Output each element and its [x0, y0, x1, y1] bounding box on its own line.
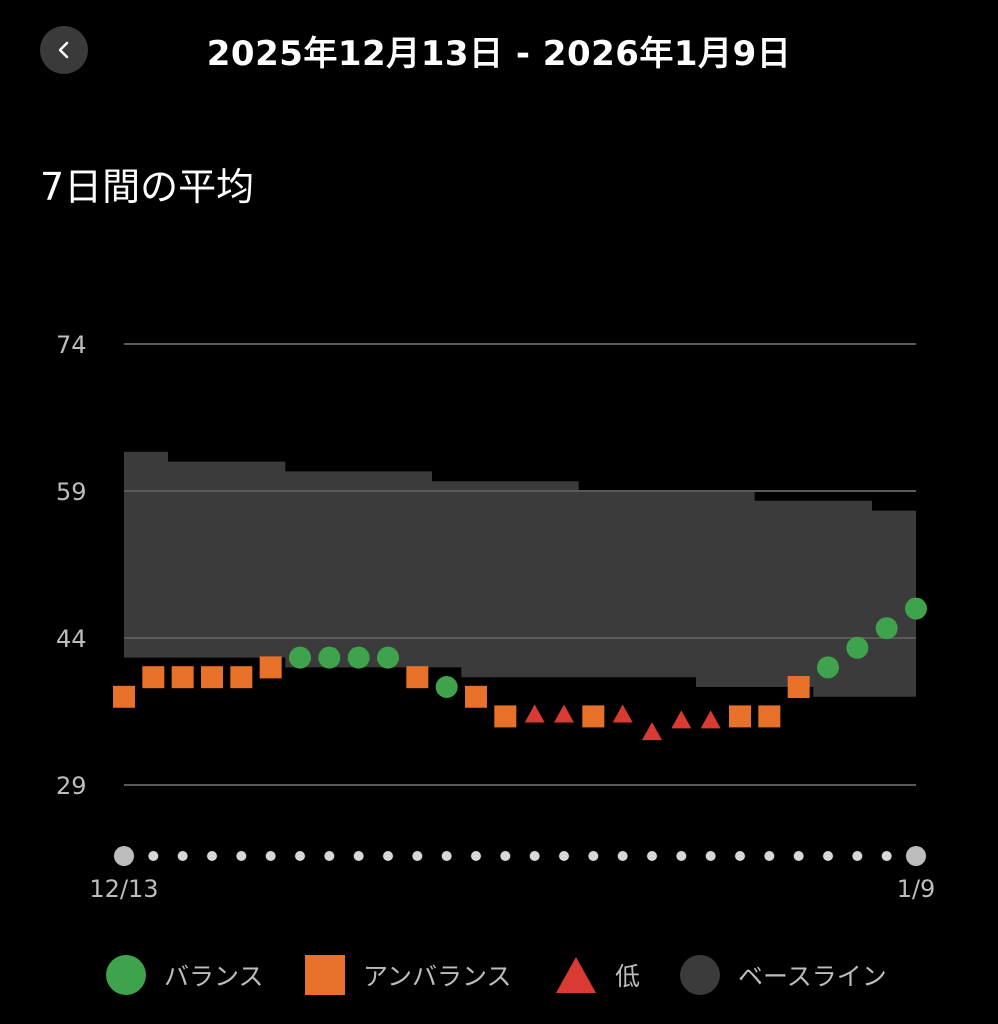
data-point-balance [905, 597, 927, 620]
y-tick-label: 74 [56, 331, 87, 359]
date-range-title: 2025年12月13日 - 2026年1月9日 [206, 34, 792, 74]
data-point-low [642, 722, 662, 741]
x-axis-endpoint-dot [906, 846, 926, 866]
data-point-low [524, 704, 545, 723]
legend-baseline-marker [680, 955, 720, 995]
x-axis-day-dot [148, 851, 159, 861]
data-point-unbalance [582, 705, 605, 728]
legend-item-baseline: ベースライン [680, 950, 887, 1000]
x-axis-day-dot [412, 851, 423, 861]
data-point-unbalance [787, 676, 810, 698]
legend-balance-label: バランス [164, 962, 264, 991]
data-point-balance [875, 617, 898, 640]
back-button[interactable] [40, 26, 88, 74]
x-axis-day-dot [764, 851, 775, 861]
data-point-unbalance [406, 666, 429, 689]
x-axis-day-dot [529, 851, 540, 861]
legend-item-unbalance: アンバランス [305, 950, 512, 1000]
baseline-band [124, 451, 916, 697]
x-axis-day-dot [588, 851, 599, 861]
data-point-unbalance [729, 705, 751, 728]
data-point-unbalance [259, 656, 282, 679]
data-point-unbalance [230, 666, 253, 689]
data-point-balance [347, 646, 370, 669]
data-point-unbalance [465, 685, 487, 708]
x-axis-day-dot [676, 851, 687, 861]
y-tick-label: 29 [56, 772, 87, 800]
x-axis-day-dot [236, 851, 247, 861]
y-tick-label: 44 [56, 625, 87, 653]
legend-balance-marker [106, 955, 146, 995]
x-axis-day-dot [705, 851, 716, 861]
y-tick-label: 59 [56, 478, 87, 506]
x-axis-day-dot [207, 851, 217, 861]
x-axis-day-dot [500, 851, 511, 861]
x-axis-day-dot [852, 851, 863, 861]
x-axis-day-dot [353, 851, 364, 861]
data-point-unbalance [494, 705, 517, 728]
top-bar: 2025年12月13日 - 2026年1月9日 [0, 0, 998, 100]
data-point-unbalance [142, 666, 165, 689]
data-point-low [700, 710, 721, 729]
data-point-balance [435, 676, 458, 698]
data-point-balance [817, 656, 839, 679]
x-axis-day-dot [295, 851, 305, 861]
legend-baseline-label: ベースライン [738, 962, 887, 991]
data-point-low [612, 704, 633, 723]
chart-title: 7日間の平均 [40, 165, 255, 209]
data-point-low [554, 704, 574, 723]
x-axis-day-dot [559, 851, 569, 861]
data-point-unbalance [171, 666, 194, 689]
x-axis-day-dot [617, 851, 628, 861]
data-point-balance [289, 646, 311, 669]
data-point-balance [377, 646, 399, 669]
data-point-unbalance [758, 705, 781, 728]
legend-unbalance-marker [305, 955, 345, 995]
legend-unbalance-label: アンバランス [363, 962, 512, 991]
x-end-label: 1/9 [897, 875, 936, 900]
x-axis-day-dot [735, 851, 745, 861]
x-axis-day-dot [324, 851, 335, 861]
legend-low-label: 低 [615, 962, 641, 991]
legend-item-low: 低 [555, 950, 640, 1000]
x-axis-day-dot [265, 851, 276, 861]
chart-legend: バランス アンバランス 低 ベースライン [0, 950, 998, 1000]
x-axis-day-dot [823, 851, 833, 861]
x-axis-day-dot [881, 851, 892, 861]
x-axis-day-dot [647, 851, 657, 861]
chevron-left-icon [58, 41, 69, 59]
legend-item-balance: バランス [106, 950, 264, 1000]
x-axis-day-dot [177, 851, 188, 861]
data-point-unbalance [113, 685, 135, 708]
hrv-average-chart: 74 59 44 29 12/13 1/9 [56, 331, 936, 900]
data-point-low [671, 710, 692, 729]
data-point-unbalance [201, 666, 223, 689]
data-point-balance [846, 636, 869, 659]
x-axis-day-dot [793, 851, 804, 861]
x-axis-day-dot [441, 851, 452, 861]
data-point-balance [318, 646, 341, 669]
x-axis-day-dot [383, 851, 393, 861]
x-axis-endpoint-dot [114, 846, 134, 866]
legend-low-marker [556, 957, 596, 993]
x-axis-day-dot [471, 851, 481, 861]
x-start-label: 12/13 [89, 875, 158, 900]
